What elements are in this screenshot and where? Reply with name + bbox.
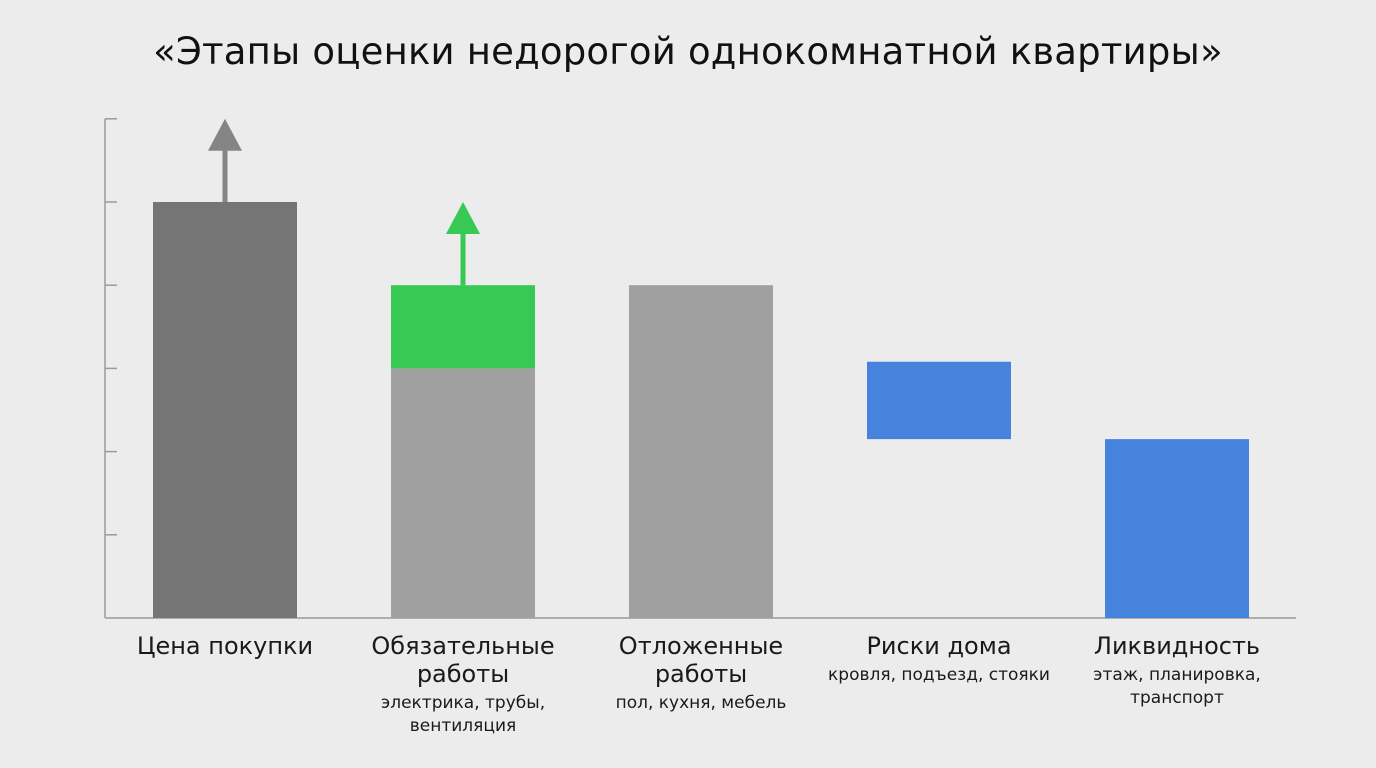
bar-1-arrow-head bbox=[208, 118, 242, 151]
category-2: Обязательные работы электрика, трубы, вен… bbox=[343, 632, 583, 738]
category-sublabel: этаж, планировка, транспорт bbox=[1093, 665, 1261, 708]
bar-5-segment-1 bbox=[1105, 439, 1249, 618]
category-label: Обязательные работы bbox=[371, 632, 555, 688]
bar-3-segment-1 bbox=[629, 285, 773, 618]
bar-2-segment-1 bbox=[391, 368, 535, 618]
category-label: Ликвидность bbox=[1093, 632, 1261, 660]
category-1: Цена покупки bbox=[105, 632, 345, 660]
category-sublabel: кровля, подъезд, стояки bbox=[828, 665, 1050, 685]
category-label: Отложенные работы bbox=[618, 632, 784, 688]
category-4: Риски дома кровля, подъезд, стояки bbox=[819, 632, 1059, 687]
chart-title: «Этапы оценки недорогой однокомнатной кв… bbox=[153, 30, 1223, 73]
category-sublabel: электрика, трубы, вентиляция bbox=[380, 693, 546, 736]
category-sublabel: пол, кухня, мебель bbox=[615, 693, 787, 713]
category-3: Отложенные работы пол, кухня, мебель bbox=[581, 632, 821, 715]
category-label: Цена покупки bbox=[136, 632, 314, 660]
bar-1-segment-1 bbox=[153, 202, 297, 618]
bar-2-arrow-head bbox=[446, 202, 480, 234]
bar-2-segment-2 bbox=[391, 285, 535, 369]
bar-4-segment-1 bbox=[867, 361, 1011, 440]
category-label: Риски дома bbox=[866, 632, 1012, 660]
category-5: Ликвидность этаж, планировка, транспорт bbox=[1057, 632, 1297, 710]
